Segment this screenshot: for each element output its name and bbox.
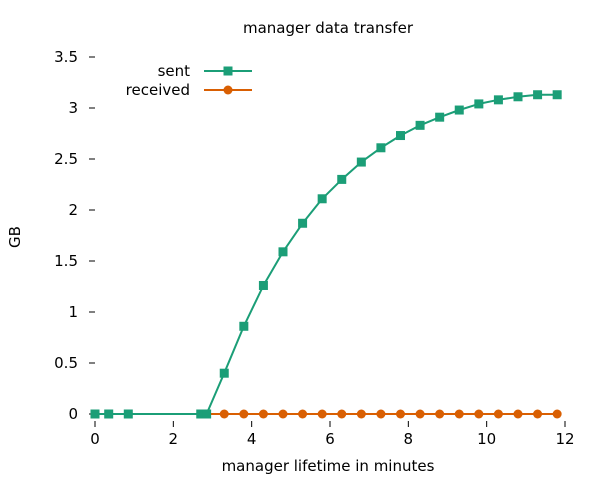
x-tick-label: 6 xyxy=(325,430,335,448)
x-tick-label: 8 xyxy=(404,430,414,448)
legend-label: sent xyxy=(158,62,191,80)
x-tick-label: 0 xyxy=(90,430,100,448)
y-tick-label: 0 xyxy=(68,405,78,423)
data-point-sent xyxy=(493,95,503,105)
chart-title: manager data transfer xyxy=(243,19,414,37)
data-point-sent xyxy=(239,321,249,331)
legend-marker xyxy=(223,85,233,95)
data-point-received xyxy=(454,409,464,419)
data-point-sent xyxy=(356,157,366,167)
data-point-sent xyxy=(474,99,484,109)
x-tick-label: 4 xyxy=(247,430,257,448)
data-point-received xyxy=(415,409,425,419)
y-tick-label: 3.5 xyxy=(54,48,78,66)
data-point-sent xyxy=(396,131,405,141)
data-point-received xyxy=(337,409,347,419)
data-point-sent xyxy=(415,120,425,130)
data-point-received xyxy=(356,409,366,419)
data-point-sent xyxy=(90,409,100,419)
series-line-sent xyxy=(95,93,558,415)
data-point-received xyxy=(513,409,523,419)
y-axis-ticks: 0 0.5 1 1.5 2 2.5 3 3.5 xyxy=(54,48,95,423)
data-point-sent xyxy=(454,105,464,115)
x-axis-ticks: 0 2 4 6 8 10 12 xyxy=(90,421,575,448)
data-point-sent xyxy=(278,247,288,257)
data-point-received xyxy=(533,409,543,419)
data-point-sent xyxy=(376,143,386,153)
data-point-received xyxy=(258,409,268,419)
data-point-sent xyxy=(104,409,114,419)
data-point-received xyxy=(239,409,249,419)
data-point-received xyxy=(278,409,288,419)
data-point-sent xyxy=(196,409,206,419)
data-point-sent xyxy=(337,174,347,184)
legend-label: received xyxy=(126,81,190,99)
x-tick-label: 10 xyxy=(477,430,496,448)
x-axis-label: manager lifetime in minutes xyxy=(222,457,435,475)
plot-area xyxy=(90,90,562,419)
data-point-received xyxy=(474,409,484,419)
x-tick-label: 12 xyxy=(555,430,574,448)
y-tick-label: 2.5 xyxy=(54,150,78,168)
legend-item-sent: sent xyxy=(158,62,252,80)
data-point-received xyxy=(298,409,308,419)
data-point-sent xyxy=(533,90,543,100)
data-point-received xyxy=(552,409,562,419)
x-tick-label: 2 xyxy=(169,430,179,448)
y-tick-label: 2 xyxy=(68,201,78,219)
y-tick-label: 3 xyxy=(68,99,78,117)
data-point-received xyxy=(317,409,327,419)
data-point-received xyxy=(396,409,405,419)
data-point-received xyxy=(376,409,386,419)
series-sent xyxy=(90,90,562,419)
data-point-received xyxy=(493,409,503,419)
data-point-sent xyxy=(202,409,212,419)
y-tick-label: 1.5 xyxy=(54,252,78,270)
y-tick-label: 0.5 xyxy=(54,354,78,372)
data-point-received xyxy=(435,409,445,419)
y-tick-label: 1 xyxy=(68,303,78,321)
legend-item-received: received xyxy=(126,81,252,99)
data-point-sent xyxy=(258,280,268,290)
data-point-sent xyxy=(513,92,523,102)
data-point-sent xyxy=(123,409,133,419)
data-point-sent xyxy=(219,368,229,378)
data-point-received xyxy=(219,409,229,419)
legend-marker xyxy=(223,66,233,76)
y-axis-label: GB xyxy=(6,226,24,248)
data-point-sent xyxy=(317,194,327,204)
data-point-sent xyxy=(298,218,308,228)
data-point-sent xyxy=(435,112,445,122)
data-point-sent xyxy=(552,90,562,100)
